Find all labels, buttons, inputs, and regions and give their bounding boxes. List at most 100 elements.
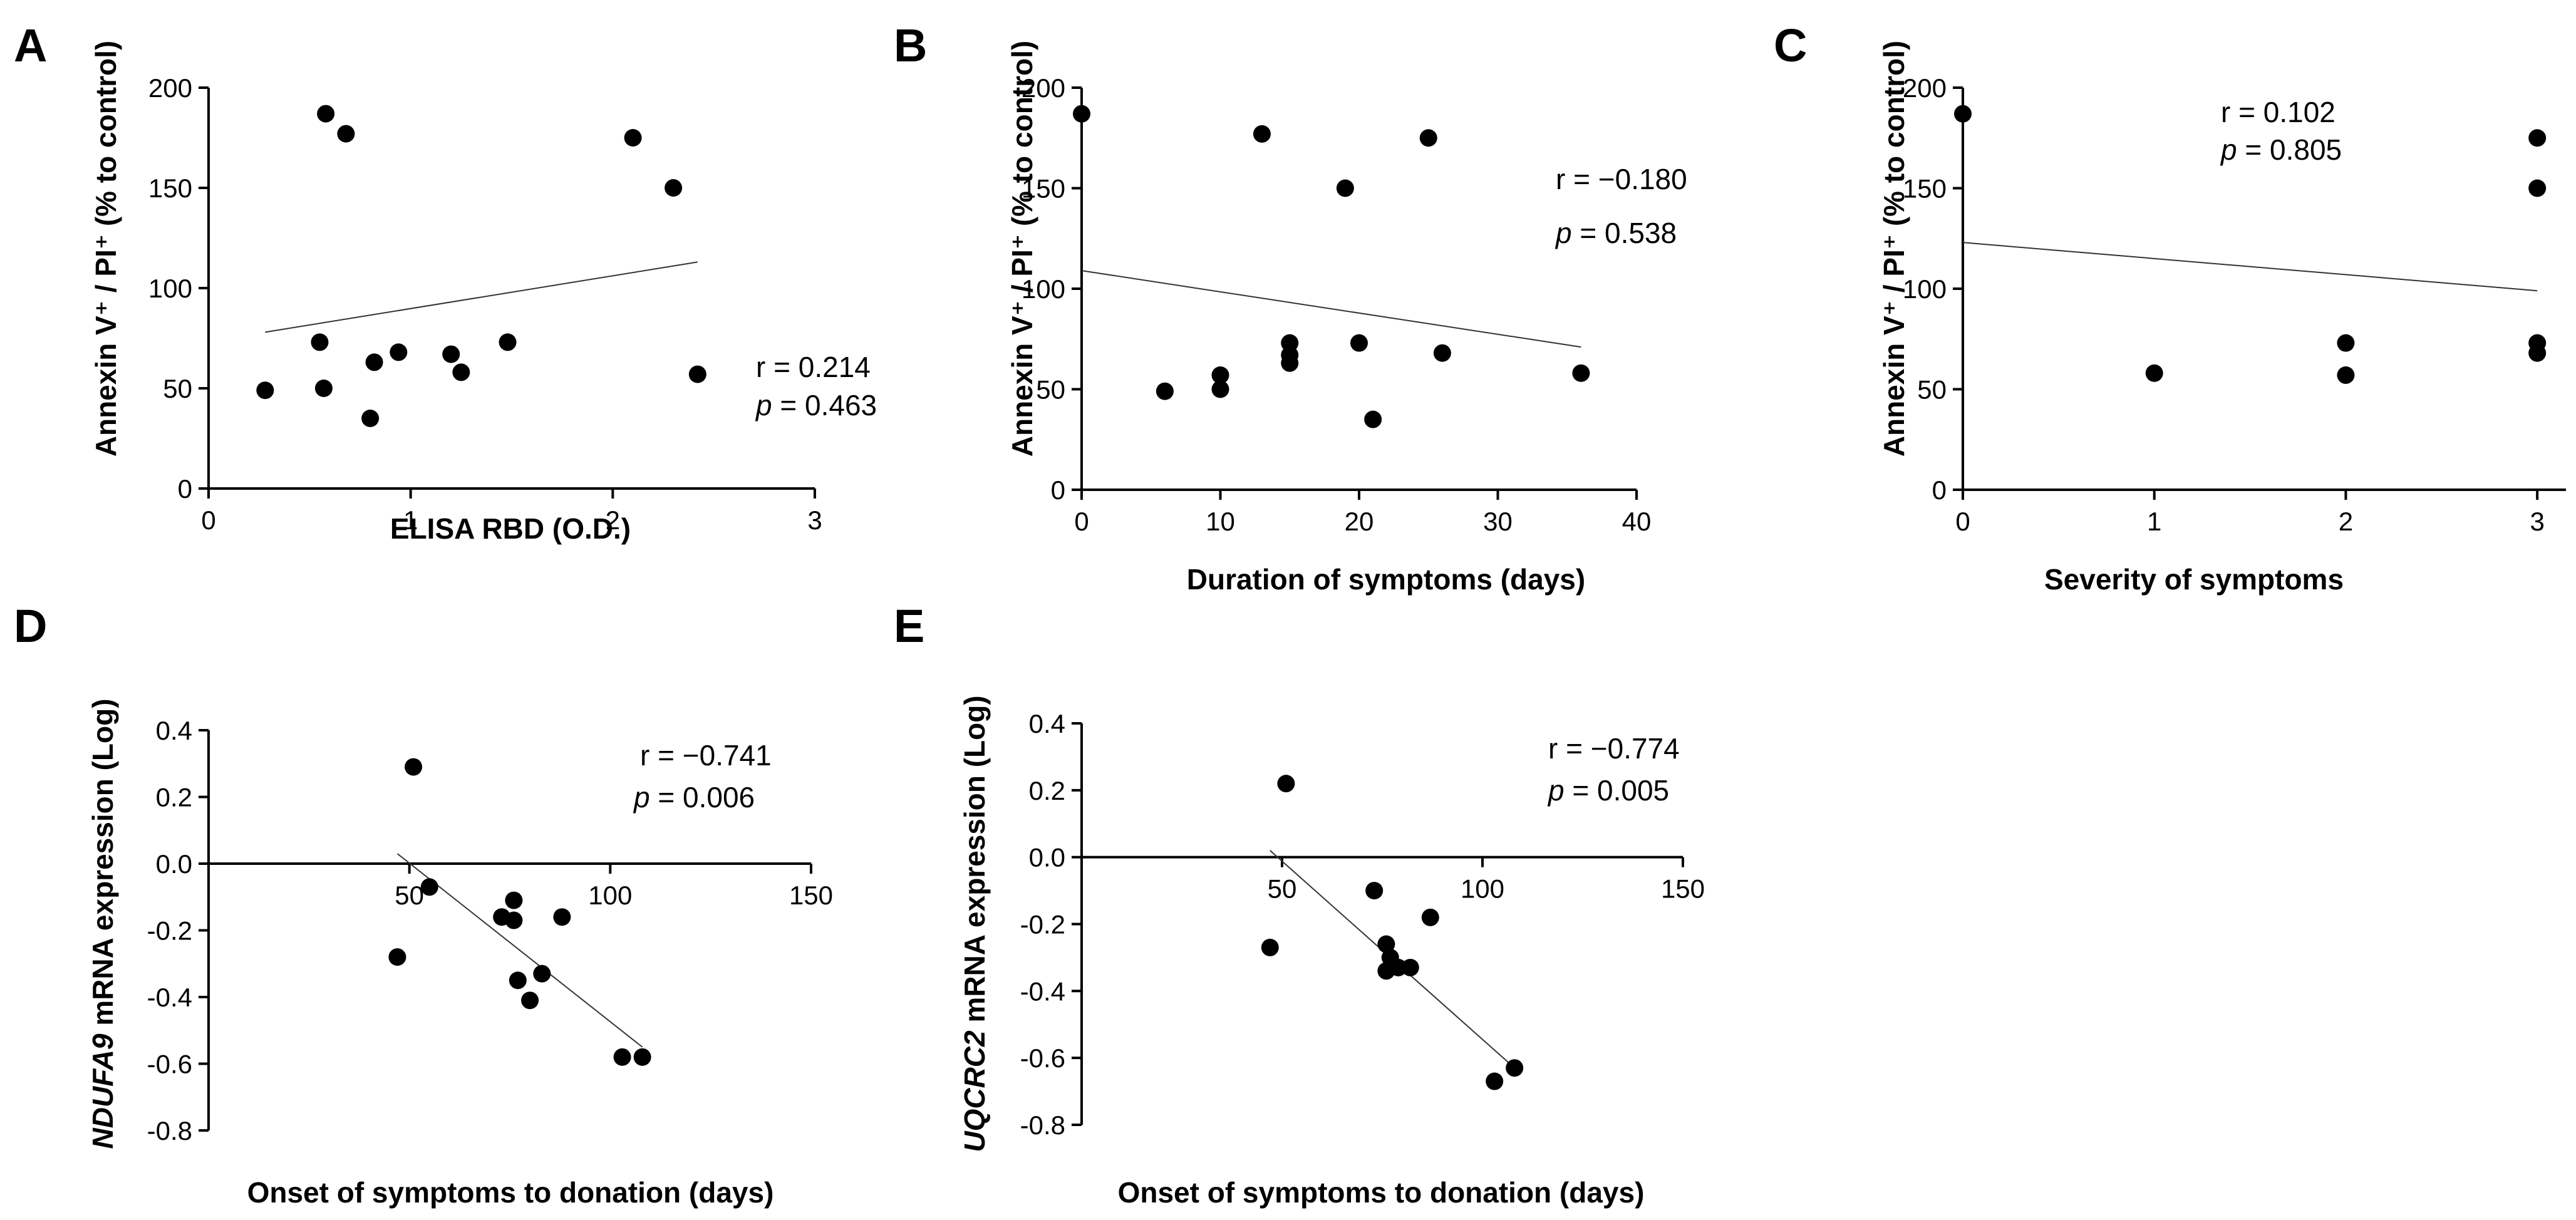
y-tick-label-e: -0.6: [1020, 1043, 1065, 1073]
p-symbol-c: p: [2220, 133, 2237, 166]
gene-name-d: NDUFA9: [86, 1033, 119, 1149]
data-point-a: [361, 410, 380, 427]
data-point-b: [1350, 334, 1368, 352]
data-point-c: [2337, 366, 2355, 385]
data-point-e: [1277, 775, 1295, 793]
data-point-a: [317, 105, 335, 123]
data-point-a: [499, 333, 517, 351]
x-tick-label-e: 100: [1461, 874, 1504, 904]
y-tick-label-d: -0.4: [147, 983, 192, 1012]
p-value-c: p = 0.805: [2220, 133, 2342, 166]
data-point-d: [388, 948, 406, 966]
data-point-d: [613, 1048, 631, 1066]
data-point-a: [442, 345, 460, 363]
y-tick-label-a: 150: [148, 173, 192, 203]
y-tick-label-e: -0.2: [1020, 910, 1065, 939]
data-point-a: [452, 363, 470, 381]
panel-letter-e: E: [894, 600, 924, 652]
regression-line-d: [396, 853, 643, 1048]
y-tick-label-d: -0.6: [147, 1050, 192, 1079]
p-symbol-b: p: [1554, 217, 1572, 249]
p-number-e: = 0.005: [1565, 774, 1670, 807]
panel-c: C Annexin V⁺ / PI⁺ (% to control) Severi…: [1774, 19, 2566, 596]
data-point-e: [1506, 1059, 1524, 1077]
y-axis-title-rest-e: mRNA expression (Log): [958, 695, 991, 1030]
x-axis-title-e: Onset of symptoms to donation (days): [1118, 1176, 1645, 1209]
x-tick-label-a: 1: [403, 505, 418, 535]
data-point-b: [1419, 129, 1437, 147]
p-symbol-a: p: [755, 389, 772, 421]
panel-d: D NDUFA9 mRNA expression (Log) Onset of …: [14, 600, 833, 1209]
data-point-e: [1377, 935, 1395, 953]
data-point-a: [314, 380, 333, 397]
y-tick-label-b: 0: [1051, 475, 1065, 505]
x-axis-title-b: Duration of symptoms (days): [1187, 563, 1585, 596]
data-point-c: [1954, 105, 1972, 123]
data-point-c: [2528, 179, 2547, 197]
data-point-b: [1211, 366, 1229, 385]
p-number-b: = 0.538: [1572, 217, 1677, 249]
data-point-c: [2528, 344, 2547, 362]
data-point-b: [1253, 125, 1271, 143]
data-point-a: [256, 381, 274, 400]
x-tick-label-b: 10: [1206, 507, 1235, 536]
data-point-b: [1336, 179, 1354, 197]
x-tick-label-d: 100: [588, 881, 632, 910]
data-point-a: [624, 129, 642, 147]
data-point-e: [1365, 882, 1384, 900]
data-point-e: [1486, 1072, 1504, 1090]
panel-letter-b: B: [894, 19, 927, 71]
x-tick-label-b: 20: [1345, 507, 1374, 536]
x-tick-label-a: 3: [807, 505, 822, 535]
data-point-b: [1572, 364, 1590, 382]
data-point-b: [1156, 382, 1174, 400]
p-number-c: = 0.805: [2237, 133, 2342, 166]
y-tick-label-a: 0: [178, 474, 192, 504]
y-tick-label-d: 0.2: [156, 783, 192, 812]
x-tick-label-c: 0: [1955, 507, 1970, 536]
y-axis-title-c: Annexin V⁺ / PI⁺ (% to control): [1878, 41, 1910, 457]
y-tick-label-c: 200: [1903, 73, 1947, 103]
data-point-a: [365, 353, 383, 371]
y-tick-label-e: 0.4: [1029, 709, 1065, 738]
data-point-e: [1389, 958, 1407, 976]
data-point-e: [1261, 938, 1279, 956]
data-point-b: [1364, 410, 1382, 428]
x-tick-label-a: 0: [201, 505, 215, 535]
y-tick-label-a: 50: [163, 374, 192, 403]
gene-name-e: UQCRC2: [958, 1030, 991, 1152]
y-tick-label-b: 50: [1036, 375, 1065, 405]
data-point-b: [1281, 334, 1299, 352]
x-tick-label-c: 1: [2147, 507, 2161, 536]
data-point-a: [337, 125, 355, 143]
y-tick-label-d: 0.0: [156, 849, 192, 879]
y-tick-label-e: 0.2: [1029, 776, 1065, 805]
data-point-e: [1401, 958, 1419, 976]
y-axis-title-rest-d: mRNA expression (Log): [86, 698, 119, 1033]
regression-line-b: [1081, 270, 1581, 348]
p-value-e: p = 0.005: [1547, 774, 1669, 807]
data-point-d: [633, 1048, 651, 1066]
x-tick-label-c: 3: [2530, 507, 2544, 536]
p-value-a: p = 0.463: [755, 389, 877, 421]
r-value-b: r = −0.180: [1556, 163, 1687, 195]
y-tick-label-c: 100: [1903, 274, 1947, 304]
p-value-b: p = 0.538: [1554, 217, 1677, 249]
r-value-c: r = 0.102: [2221, 96, 2335, 128]
y-tick-label-b: 100: [1022, 274, 1065, 304]
p-number-d: = 0.006: [650, 781, 755, 814]
r-value-a: r = 0.214: [756, 351, 871, 383]
x-axis-title-a: ELISA RBD (O.D.): [390, 512, 631, 545]
data-point-d: [505, 911, 523, 929]
data-point-d: [553, 908, 571, 926]
x-tick-label-b: 0: [1074, 507, 1089, 536]
x-tick-label-c: 2: [2339, 507, 2353, 536]
panel-letter-a: A: [14, 19, 47, 71]
r-value-e: r = −0.774: [1548, 732, 1680, 765]
data-point-b: [1281, 354, 1299, 372]
x-axis-title-c: Severity of symptoms: [2044, 563, 2344, 596]
x-tick-label-e: 50: [1268, 874, 1297, 904]
y-tick-label-e: -0.4: [1020, 976, 1065, 1006]
data-point-d: [521, 991, 539, 1010]
